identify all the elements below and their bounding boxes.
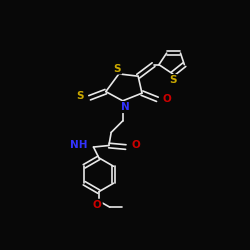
Text: O: O (131, 140, 140, 150)
Text: O: O (163, 94, 172, 104)
Text: S: S (114, 64, 121, 74)
Text: O: O (93, 200, 102, 210)
Text: N: N (121, 102, 130, 112)
Text: NH: NH (70, 140, 87, 150)
Text: S: S (77, 91, 84, 101)
Text: S: S (169, 75, 176, 85)
